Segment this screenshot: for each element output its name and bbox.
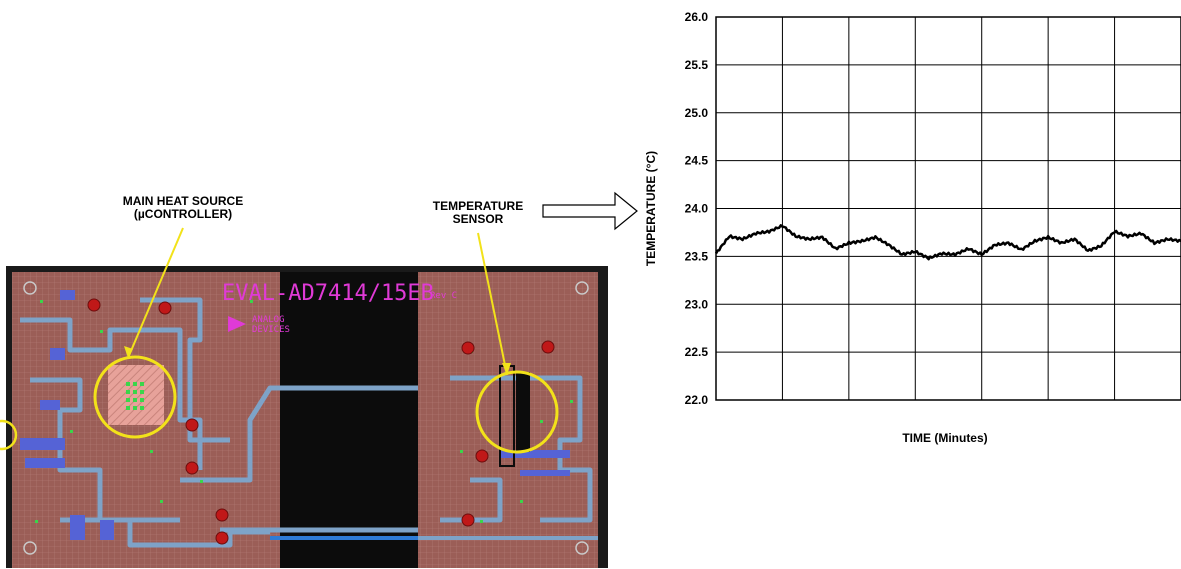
- silkscreen-title: EVAL-AD7414/15EB: [222, 281, 434, 306]
- sensor-label-line1: TEMPERATURE: [432, 199, 524, 213]
- chart-y-tick-label: 24.5: [685, 154, 709, 168]
- heat-source-label-line1: MAIN HEAT SOURCE: [122, 194, 244, 208]
- board-cutout: [280, 272, 418, 568]
- mounting-holes: [23, 281, 589, 555]
- sensor-label-line2: SENSOR: [452, 212, 504, 226]
- chart-y-tick-label: 23.5: [685, 249, 709, 263]
- chart-y-tick-label: 22.5: [685, 345, 709, 359]
- edge-highlight: [0, 419, 18, 451]
- temperature-series-line: [714, 224, 1181, 261]
- heat-source-callout-line: [127, 227, 184, 359]
- chart-y-axis-label: TEMPERATURE (°C): [644, 151, 658, 266]
- microcontroller-chip: [108, 365, 164, 425]
- heat-source-label-line2: (µCONTROLLER): [133, 207, 233, 221]
- silkscreen-rev: Rev C: [430, 291, 457, 301]
- chart-y-tick-label: 24.0: [685, 202, 709, 216]
- logo-text-2: DEVICES: [252, 325, 290, 335]
- sensor-highlight-circle: [475, 370, 559, 454]
- test-pads: [87, 298, 555, 545]
- analog-devices-logo-icon: [228, 316, 246, 332]
- sensor-label: TEMPERATURE SENSOR: [398, 200, 558, 226]
- sensor-callout-line: [477, 232, 508, 376]
- chart-y-tick-label: 25.0: [685, 106, 709, 120]
- chart-grid: [715, 16, 1181, 401]
- component-blocks: [20, 290, 570, 540]
- chart-y-tick-label: 25.5: [685, 58, 709, 72]
- chart-y-ticks: 22.0 22.5 23.0 23.5 24.0 24.5 25.0 25.5 26.0: [685, 10, 709, 407]
- heat-source-label: MAIN HEAT SOURCE (µCONTROLLER): [88, 195, 278, 221]
- heat-source-highlight-circle: [93, 355, 177, 439]
- chart-y-tick-label: 22.0: [685, 393, 709, 407]
- logo-text-1: ANALOG: [252, 315, 285, 325]
- chart-x-axis-label: TIME (Minutes): [902, 431, 987, 445]
- chart-y-tick-label: 26.0: [685, 10, 709, 24]
- chip-vias: [126, 382, 144, 410]
- chart-y-tick-label: 23.0: [685, 297, 709, 311]
- pcb-board-image: EVAL-AD7414/15EB Rev C ANALOG DEVICES: [0, 227, 608, 568]
